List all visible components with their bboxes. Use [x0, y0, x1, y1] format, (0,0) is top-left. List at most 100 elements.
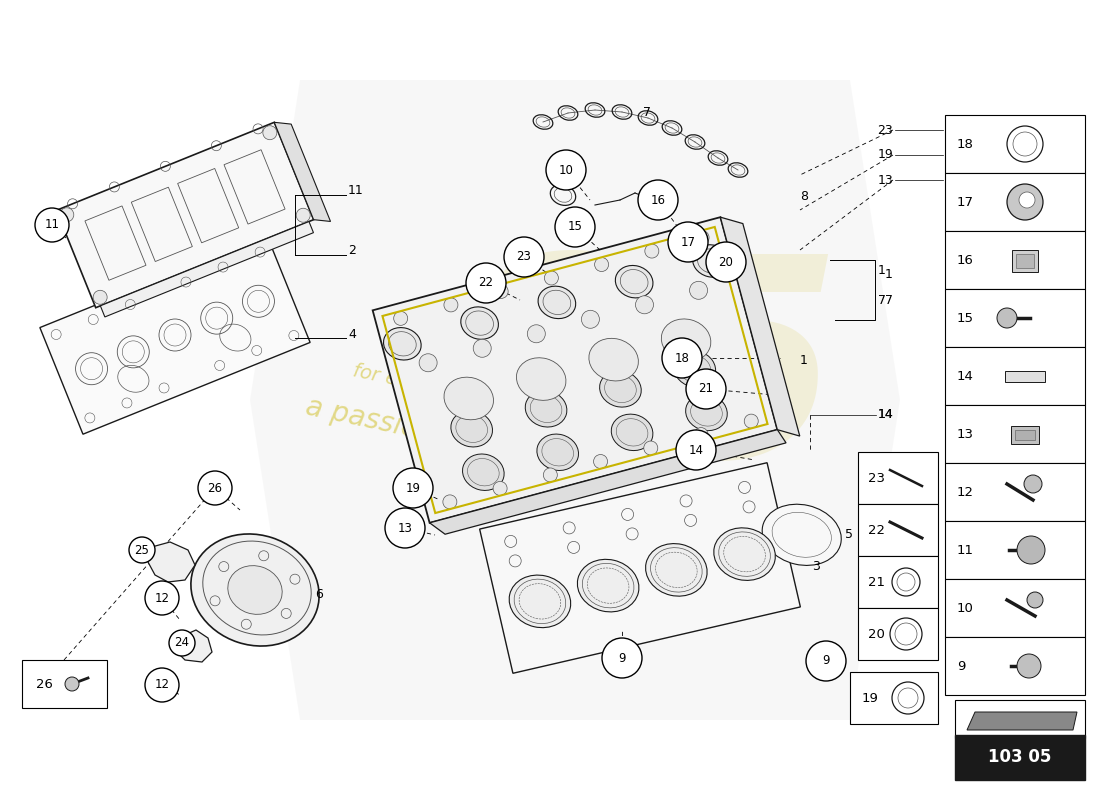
- Circle shape: [745, 414, 758, 428]
- Circle shape: [1024, 475, 1042, 493]
- Text: 1: 1: [878, 263, 886, 277]
- Text: 10: 10: [957, 602, 974, 614]
- Circle shape: [636, 296, 653, 314]
- Circle shape: [419, 354, 437, 372]
- Ellipse shape: [693, 245, 730, 277]
- Circle shape: [602, 638, 642, 678]
- Text: 20: 20: [718, 255, 734, 269]
- Text: 16: 16: [650, 194, 666, 206]
- Text: a passion: a passion: [302, 393, 438, 447]
- Text: 85: 85: [456, 245, 844, 515]
- Text: 6: 6: [315, 589, 323, 602]
- Polygon shape: [56, 122, 314, 308]
- Text: 22: 22: [478, 277, 494, 290]
- Ellipse shape: [525, 390, 566, 427]
- Ellipse shape: [674, 350, 716, 387]
- Text: 17: 17: [957, 195, 974, 209]
- Text: 1: 1: [886, 269, 893, 282]
- Bar: [945, 637, 1085, 695]
- Bar: [945, 463, 1085, 521]
- Circle shape: [543, 468, 558, 482]
- Circle shape: [385, 508, 425, 548]
- Polygon shape: [720, 217, 800, 436]
- Ellipse shape: [600, 370, 641, 407]
- Text: 22: 22: [868, 523, 886, 537]
- Circle shape: [504, 237, 544, 277]
- Text: 4: 4: [348, 329, 356, 342]
- Ellipse shape: [615, 266, 653, 298]
- Polygon shape: [177, 630, 212, 662]
- Circle shape: [690, 282, 707, 299]
- Polygon shape: [40, 236, 310, 434]
- Text: 3: 3: [812, 561, 820, 574]
- Ellipse shape: [384, 327, 421, 360]
- Text: 19: 19: [878, 149, 893, 162]
- Circle shape: [695, 230, 710, 245]
- Circle shape: [35, 208, 69, 242]
- Text: 10: 10: [559, 163, 573, 177]
- Text: 12: 12: [957, 486, 974, 498]
- Text: 24: 24: [175, 637, 189, 650]
- Text: 13: 13: [957, 427, 974, 441]
- Circle shape: [1006, 184, 1043, 220]
- Circle shape: [1018, 536, 1045, 564]
- Circle shape: [1027, 592, 1043, 608]
- Circle shape: [466, 263, 506, 303]
- Circle shape: [145, 668, 179, 702]
- Text: 9: 9: [957, 659, 966, 673]
- Circle shape: [169, 630, 195, 656]
- Text: 9: 9: [618, 651, 626, 665]
- Text: 19: 19: [406, 482, 420, 494]
- Text: 11: 11: [957, 543, 974, 557]
- Circle shape: [296, 208, 310, 222]
- Circle shape: [544, 271, 559, 285]
- Bar: [945, 579, 1085, 637]
- Ellipse shape: [588, 338, 638, 381]
- Polygon shape: [148, 542, 195, 582]
- Circle shape: [443, 495, 456, 509]
- Circle shape: [494, 285, 508, 298]
- Text: 7: 7: [886, 294, 893, 306]
- Text: 11: 11: [44, 218, 59, 231]
- Text: 15: 15: [568, 221, 582, 234]
- Circle shape: [129, 537, 155, 563]
- Text: 19: 19: [862, 691, 879, 705]
- Bar: [858, 452, 938, 504]
- Text: 9: 9: [823, 654, 829, 667]
- Bar: [945, 521, 1085, 579]
- Ellipse shape: [462, 454, 504, 490]
- Text: 23: 23: [517, 250, 531, 263]
- Circle shape: [645, 244, 659, 258]
- Text: 26: 26: [208, 482, 222, 494]
- Polygon shape: [250, 80, 900, 720]
- Text: 8: 8: [800, 190, 808, 203]
- Ellipse shape: [461, 307, 498, 339]
- Ellipse shape: [714, 528, 775, 580]
- Circle shape: [94, 290, 107, 304]
- Circle shape: [1019, 192, 1035, 208]
- Circle shape: [706, 242, 746, 282]
- Circle shape: [393, 468, 433, 508]
- Circle shape: [686, 369, 726, 409]
- Circle shape: [997, 308, 1018, 328]
- Circle shape: [582, 310, 600, 328]
- Circle shape: [662, 338, 702, 378]
- Polygon shape: [480, 462, 801, 674]
- Text: 18: 18: [957, 138, 974, 150]
- Ellipse shape: [685, 394, 727, 430]
- Bar: [945, 231, 1085, 289]
- Circle shape: [638, 180, 678, 220]
- Text: 16: 16: [957, 254, 974, 266]
- Text: for excellence: for excellence: [351, 362, 490, 409]
- Circle shape: [59, 208, 74, 222]
- Circle shape: [198, 471, 232, 505]
- Text: 5: 5: [845, 529, 853, 542]
- Circle shape: [65, 677, 79, 691]
- Bar: [945, 405, 1085, 463]
- Ellipse shape: [228, 566, 283, 614]
- Text: 103 05: 103 05: [988, 749, 1052, 766]
- Ellipse shape: [661, 319, 711, 362]
- Text: 14: 14: [689, 443, 704, 457]
- Text: 14: 14: [878, 409, 893, 422]
- Text: 17: 17: [681, 235, 695, 249]
